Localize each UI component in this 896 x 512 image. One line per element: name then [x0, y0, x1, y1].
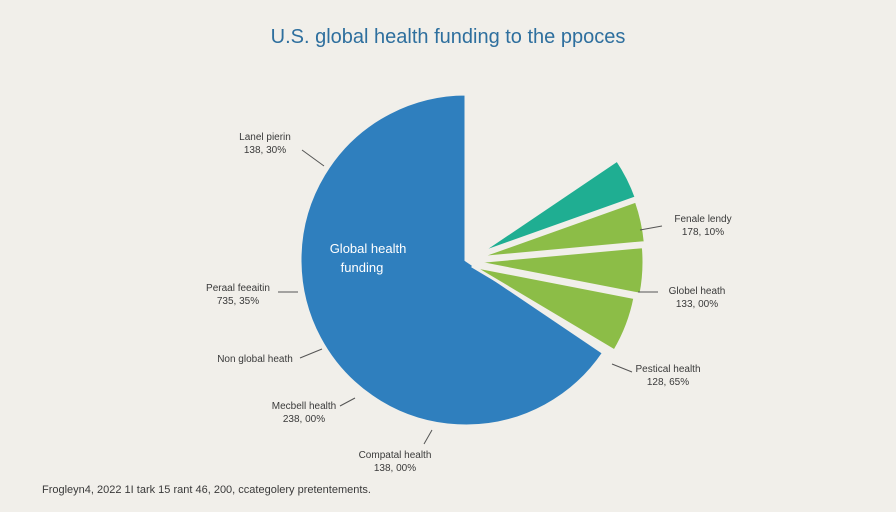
chart-title: U.S. global health funding to the ppoces	[270, 26, 626, 48]
leader-line-nonglobal	[299, 348, 323, 359]
leader-line-pestical	[611, 363, 633, 373]
label-globel-value: 133, 00%	[676, 299, 718, 310]
label-peraal-name: Peraal feeaitin	[206, 283, 270, 294]
label-lanel-name: Lanel pierin	[239, 132, 291, 143]
label-mecbell-name: Mecbell health	[272, 401, 336, 412]
leader-line-lanel	[301, 149, 325, 167]
leader-line-fenale	[639, 225, 663, 231]
label-pestical-value: 128, 65%	[647, 377, 689, 388]
label-nonglobal-name: Non global heath	[217, 354, 293, 365]
label-compatal-value: 138, 00%	[374, 463, 416, 474]
label-fenale-value: 178, 10%	[682, 227, 724, 238]
label-lanel-value: 138, 30%	[244, 145, 286, 156]
label-compatal-name: Compatal health	[359, 450, 432, 461]
center-label-line1: Global health	[330, 241, 407, 256]
pie-slice-green1	[475, 199, 647, 260]
label-fenale-name: Fenale lendy	[674, 214, 731, 225]
pie-slice-green2	[473, 244, 646, 297]
center-label-line2: funding	[341, 260, 384, 275]
leader-line-compatal	[423, 429, 433, 445]
pie-slice-green3	[471, 264, 637, 354]
label-globel-name: Globel heath	[669, 286, 726, 297]
footnote: Frogleyn4, 2022 1I tark 15 rant 46, 200,…	[42, 484, 371, 496]
pie-slice-blue	[298, 92, 606, 428]
label-pestical-name: Pestical health	[635, 364, 700, 375]
label-mecbell-value: 238, 00%	[283, 414, 325, 425]
leader-line-mecbell	[339, 397, 356, 407]
pie-slice-teal	[477, 157, 639, 256]
label-peraal-value: 735, 35%	[217, 296, 259, 307]
